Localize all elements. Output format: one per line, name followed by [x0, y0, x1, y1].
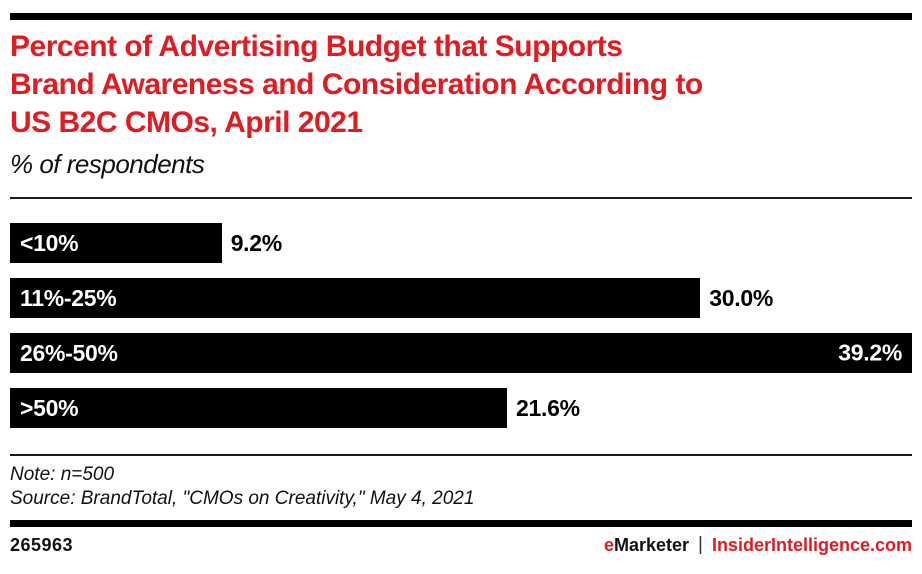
chart-subtitle: % of respondents [10, 149, 205, 179]
bar-row: <10% 9.2% [10, 223, 912, 263]
subtitle-divider [10, 197, 912, 199]
bar: 26%-50% 39.2% [10, 333, 912, 373]
emarketer-logo-e: e [603, 534, 614, 555]
insider-intelligence-link[interactable]: InsiderIntelligence.com [711, 534, 912, 555]
chart-page: Percent of Advertising Budget that Suppo… [0, 13, 922, 574]
category-label: 11%-25% [20, 284, 117, 311]
value-label: 9.2% [230, 229, 283, 256]
note-divider [10, 454, 912, 456]
emarketer-logo: eMarketer [604, 535, 689, 556]
chart-title-line-2: Brand Awareness and Consideration Accord… [10, 68, 703, 101]
bar: >50% [10, 388, 508, 428]
top-rule [10, 13, 912, 20]
category-label: 26%-50% [20, 339, 118, 366]
chart-notes: Note: n=500 Source: BrandTotal, "CMOs on… [10, 463, 912, 511]
brand-separator: | [698, 534, 703, 555]
chart-id: 265963 [10, 534, 74, 555]
value-label: 39.2% [838, 339, 902, 366]
note-text: Note: n=500 [10, 464, 115, 485]
bar-row: 11%-25% 30.0% [10, 278, 912, 318]
bar-row: >50% 21.6% [10, 388, 912, 428]
footer-bar: 265963 eMarketer | InsiderIntelligence.c… [10, 534, 912, 556]
bar: <10% [10, 223, 222, 263]
chart-title: Percent of Advertising Budget that Suppo… [10, 28, 912, 142]
source-text: Source: BrandTotal, "CMOs on Creativity,… [10, 488, 475, 509]
chart-title-line-1: Percent of Advertising Budget that Suppo… [10, 30, 623, 63]
chart-title-line-3: US B2C CMOs, April 2021 [10, 106, 363, 139]
value-label: 21.6% [516, 394, 580, 421]
bottom-rule [10, 520, 912, 527]
bar-row: 26%-50% 39.2% [10, 333, 912, 373]
category-label: <10% [20, 229, 79, 256]
category-label: >50% [20, 394, 79, 421]
bar: 11%-25% [10, 278, 701, 318]
value-label: 30.0% [709, 284, 774, 311]
emarketer-logo-rest: Marketer [613, 534, 689, 555]
brand-lockup: eMarketer | InsiderIntelligence.com [604, 534, 912, 556]
bar-chart: <10% 9.2% 11%-25% 30.0% 26%-50% 39.2% >50% 21.6… [10, 223, 912, 428]
